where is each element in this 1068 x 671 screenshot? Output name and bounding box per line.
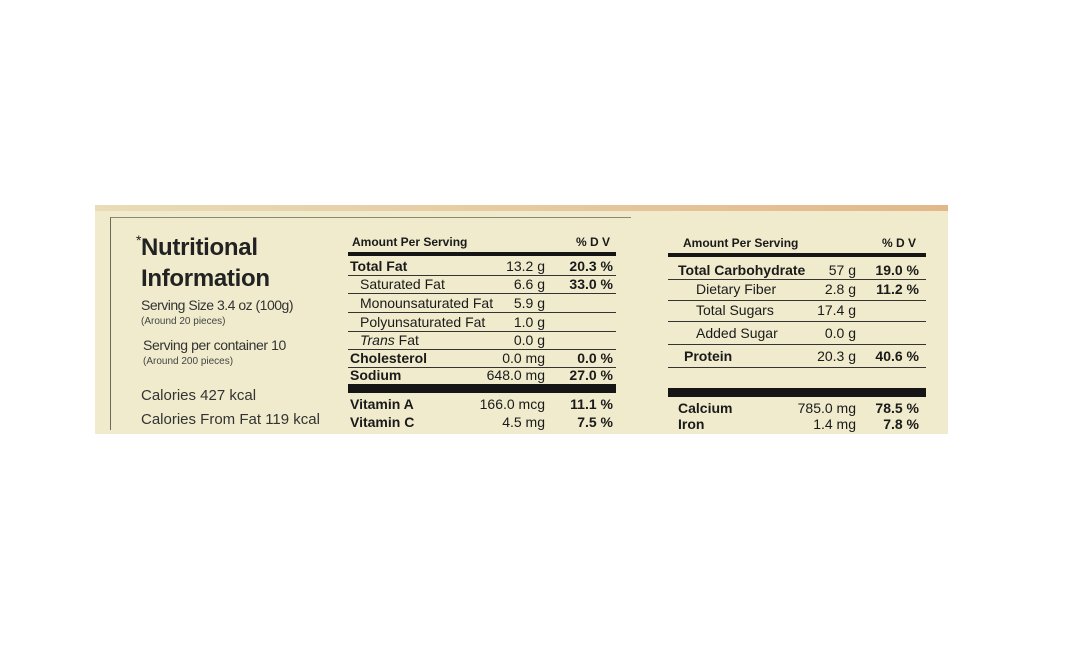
nutrient-dv: 0.0 % <box>577 350 613 366</box>
nutrient-name: Sodium <box>350 367 402 383</box>
nutrient-name: Polyunsaturated Fat <box>360 314 486 330</box>
nutrient-row: Total Sugars 17.4 g <box>668 301 926 322</box>
nutrient-name: Protein <box>684 348 733 364</box>
calories: Calories 427 kcal <box>141 387 257 404</box>
nutrient-name: Total Carbohydrate <box>678 262 806 278</box>
title-line-1: Nutritional <box>141 234 258 261</box>
amount-header: Amount Per Serving <box>352 235 468 249</box>
nutrient-amount: 166.0 mcg <box>479 396 545 412</box>
servings-note: (Around 200 pieces) <box>143 356 234 367</box>
nutrient-name: Monounsaturated Fat <box>360 295 494 311</box>
nutrient-amount: 5.9 g <box>513 295 545 311</box>
nutrient-name: Calcium <box>678 400 733 416</box>
nutrient-amount: 785.0 mg <box>797 400 856 416</box>
nutrient-row: Added Sugar 0.0 g <box>668 324 926 345</box>
nutrient-name: Iron <box>678 416 705 432</box>
asterisk: * <box>136 232 142 248</box>
nutrient-amount: 0.0 g <box>513 332 545 348</box>
nutrient-row: Vitamin C 4.5 mg 7.5 % <box>348 413 616 431</box>
nutrient-amount: 2.8 g <box>824 281 856 297</box>
nutrient-name: Vitamin C <box>350 414 415 430</box>
dv-header: % D V <box>881 236 916 250</box>
nutrient-amount: 0.0 g <box>824 325 856 341</box>
nutrient-row: Trans Fat 0.0 g <box>348 331 616 350</box>
nutrient-dv: 78.5 % <box>875 400 919 416</box>
nutrient-row: Protein 20.3 g 40.6 % <box>668 347 926 368</box>
nutrient-amount: 57 g <box>828 262 856 278</box>
nutrient-amount: 13.2 g <box>506 258 545 274</box>
amount-header: Amount Per Serving <box>683 236 799 250</box>
nutrient-row: Total Carbohydrate 57 g 19.0 % <box>668 261 926 280</box>
nutrient-name: Vitamin A <box>350 396 414 412</box>
nutrition-label: * Nutritional Information Serving Size 3… <box>95 205 948 434</box>
calories-from-fat: Calories From Fat 119 kcal <box>141 411 320 428</box>
servings-per-container: Serving per container 10 <box>143 337 286 353</box>
nutrient-amount: 20.3 g <box>817 348 856 364</box>
nutrient-dv: 19.0 % <box>875 262 919 278</box>
nutrient-name-italic: Trans <box>360 332 395 348</box>
nutrient-amount: 0.0 mg <box>502 350 545 366</box>
serving-size-note: (Around 20 pieces) <box>141 316 226 327</box>
nutrient-row: Saturated Fat 6.6 g 33.0 % <box>348 275 616 294</box>
nutrient-dv: 11.2 % <box>876 281 919 297</box>
package-edge <box>95 205 948 211</box>
thick-divider <box>668 388 926 397</box>
nutrient-name: Total Sugars <box>696 302 774 318</box>
serving-size: Serving Size 3.4 oz (100g) <box>141 297 293 313</box>
nutrient-row: Calcium 785.0 mg 78.5 % <box>668 399 926 417</box>
nutrient-row: Monounsaturated Fat 5.9 g <box>348 294 616 313</box>
nutrient-row: Vitamin A 166.0 mcg 11.1 % <box>348 395 616 413</box>
nutrient-row: Sodium 648.0 mg 27.0 % <box>348 366 616 385</box>
thick-divider <box>348 252 616 256</box>
left-nutrient-table: Amount Per Serving % D V Total Fat 13.2 g… <box>348 233 616 433</box>
right-nutrient-table: Amount Per Serving % D V Total Carbohydr… <box>668 233 926 433</box>
nutrient-name: Cholesterol <box>350 350 428 366</box>
nutrient-dv: 7.8 % <box>883 416 919 432</box>
nutrient-row: Total Fat 13.2 g 20.3 % <box>348 257 616 276</box>
nutrient-dv: 11.1 % <box>570 396 613 412</box>
thick-divider <box>348 384 616 393</box>
title-line-2: Information <box>141 265 270 292</box>
nutrient-row: Iron 1.4 mg 7.8 % <box>668 415 926 433</box>
nutrient-dv: 40.6 % <box>875 348 919 364</box>
nutrient-dv: 7.5 % <box>577 414 613 430</box>
nutrient-amount: 6.6 g <box>513 276 545 292</box>
nutrient-dv: 33.0 % <box>569 276 613 292</box>
dv-header: % D V <box>575 235 610 249</box>
nutrient-row: Polyunsaturated Fat 1.0 g <box>348 313 616 332</box>
label-frame <box>110 217 631 430</box>
nutrient-amount: 1.0 g <box>513 314 545 330</box>
nutrient-amount: 1.4 mg <box>813 416 856 432</box>
nutrient-row: Cholesterol 0.0 mg 0.0 % <box>348 349 616 368</box>
nutrient-amount: 4.5 mg <box>502 414 545 430</box>
nutrient-name: Dietary Fiber <box>696 281 777 297</box>
nutrient-name: Added Sugar <box>696 325 778 341</box>
nutrient-row: Dietary Fiber 2.8 g 11.2 % <box>668 280 926 301</box>
nutrient-name: Total Fat <box>350 258 408 274</box>
nutrient-name-rest: Fat <box>394 332 419 348</box>
nutrient-amount: 648.0 mg <box>486 367 545 383</box>
nutrient-name: Saturated Fat <box>360 276 445 292</box>
nutrient-name: Trans Fat <box>360 332 419 348</box>
nutrient-dv: 20.3 % <box>569 258 613 274</box>
thick-divider <box>668 253 926 257</box>
nutrient-amount: 17.4 g <box>817 302 856 318</box>
nutrient-dv: 27.0 % <box>569 367 613 383</box>
